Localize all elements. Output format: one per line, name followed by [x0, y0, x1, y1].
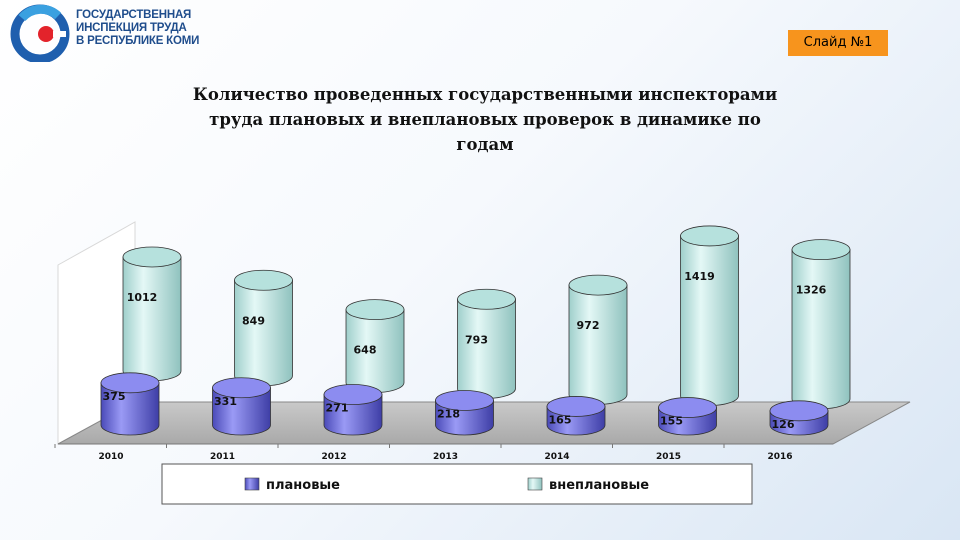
logo-emblem-icon	[10, 4, 70, 64]
bar-unplanned-2013	[457, 288, 516, 399]
legend-label-planned: плановые	[266, 478, 340, 493]
bar-unplanned-2010	[122, 246, 182, 382]
x-tick-label-2013: 2013	[433, 452, 458, 462]
chart-title: Количество проведенных государственными …	[140, 82, 830, 157]
bar-unplanned-2012	[345, 299, 405, 393]
bar-planned-2013	[435, 390, 494, 436]
chart-title-line-2: труда плановых и внеплановых проверок в …	[209, 110, 761, 129]
x-tick-label-2011: 2011	[210, 452, 235, 462]
value-label-planned-2010: 375	[103, 390, 126, 403]
bar-unplanned-2014	[568, 274, 628, 405]
x-tick-labels: 2010 2011 2012 2013 2014 2015 2016	[98, 452, 792, 462]
value-label-planned-2015: 155	[660, 415, 683, 428]
bar-unplanned-2011	[234, 269, 293, 387]
value-label-unplanned-2010: 1012	[127, 291, 158, 304]
legend-label-unplanned: внеплановые	[549, 478, 649, 493]
bar-planned-2016	[769, 400, 829, 436]
bar-planned-2011	[212, 377, 271, 436]
x-tick-label-2015: 2015	[656, 452, 681, 462]
value-label-unplanned-2015: 1419	[684, 270, 715, 283]
value-label-unplanned-2014: 972	[577, 319, 600, 332]
value-label-planned-2011: 331	[214, 395, 237, 408]
data-labels: 375 1012 331 849 271 648 218 793 165 972 155 1419 12…	[103, 270, 827, 431]
legend-swatch-planned	[244, 477, 260, 491]
x-tick-label-2014: 2014	[544, 452, 569, 462]
value-label-planned-2016: 126	[772, 418, 795, 431]
chart-title-line-1: Количество проведенных государственными …	[192, 85, 778, 104]
x-tick-label-2012: 2012	[321, 452, 346, 462]
value-label-planned-2014: 165	[549, 413, 572, 426]
value-label-unplanned-2016: 1326	[796, 284, 827, 297]
bar-planned-2010	[100, 372, 160, 436]
slide-number-badge: Слайд №1	[788, 30, 888, 56]
logo	[8, 4, 208, 64]
bar-planned-2014	[546, 396, 606, 436]
value-label-unplanned-2013: 793	[465, 333, 488, 346]
value-label-unplanned-2011: 849	[242, 314, 265, 327]
bar-planned-2012	[323, 384, 383, 436]
bar-unplanned-2016	[791, 239, 851, 410]
x-axis-ticks	[54, 444, 725, 448]
value-label-planned-2013: 218	[437, 407, 460, 420]
bars-group	[100, 225, 851, 436]
bar-unplanned-2015	[680, 225, 739, 406]
logo-line-2: ИНСПЕКЦИЯ ТРУДА	[76, 22, 187, 34]
legend: плановые внеплановые	[161, 463, 753, 505]
value-label-unplanned-2012: 648	[354, 344, 377, 357]
logo-line-1: ГОСУДАРСТВЕННАЯ	[76, 9, 192, 21]
x-tick-label-2016: 2016	[767, 452, 792, 462]
legend-swatch-unplanned	[527, 477, 543, 491]
logo-line-3: В РЕСПУБЛИКЕ КОМИ	[76, 35, 200, 47]
logo-text: ГОСУДАРСТВЕННАЯ ИНСПЕКЦИЯ ТРУДА В РЕСПУБ…	[76, 9, 216, 48]
bar-planned-2015	[658, 397, 717, 436]
chart-title-line-3: годам	[456, 135, 514, 154]
value-label-planned-2012: 271	[326, 402, 349, 415]
x-tick-label-2010: 2010	[98, 452, 123, 462]
